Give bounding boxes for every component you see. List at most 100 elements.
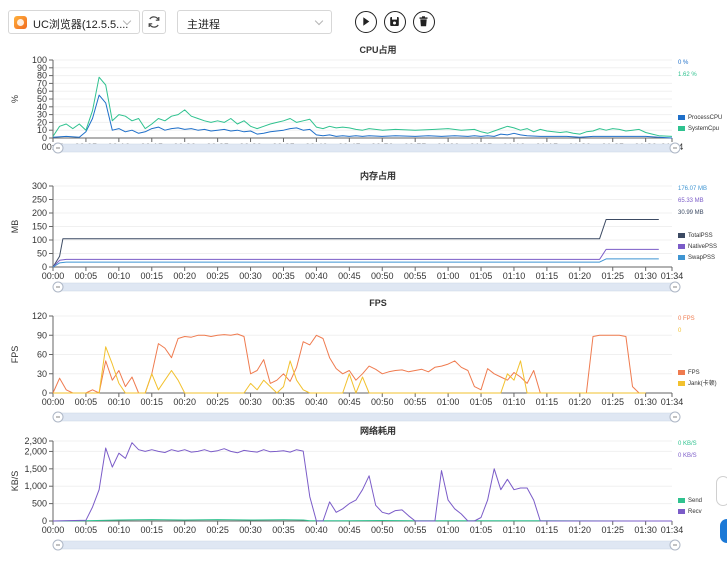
x-tick-label: 00:00 <box>42 525 65 535</box>
current-value-label: 65.33 MB <box>678 198 704 204</box>
y-tick-label: 2,000 <box>24 446 47 456</box>
y-tick-label: 60 <box>37 350 47 360</box>
x-tick-label: 01:00 <box>437 525 460 535</box>
x-tick-label: 01:05 <box>470 271 493 281</box>
legend-label: ProcessCPU <box>688 115 722 121</box>
legend-swatch <box>678 498 685 503</box>
app-select[interactable]: UC浏览器(12.5.5.... <box>8 10 140 34</box>
x-tick-label: 01:25 <box>601 271 624 281</box>
x-tick-label: 00:30 <box>239 397 262 407</box>
x-tick-label: 00:15 <box>141 525 164 535</box>
x-tick-label: 00:55 <box>404 271 427 281</box>
y-tick-label: 90 <box>37 330 47 340</box>
legend-swatch <box>678 126 685 131</box>
y-tick-label: 0 <box>42 262 47 272</box>
x-tick-label: 01:00 <box>437 271 460 281</box>
x-tick-label: 01:30 <box>634 397 657 407</box>
x-tick-label: 00:25 <box>206 271 229 281</box>
x-tick-label: 01:10 <box>503 397 526 407</box>
side-scroll-handle[interactable] <box>716 476 727 506</box>
x-tick-label: 00:00 <box>42 397 65 407</box>
x-tick-label: 01:30 <box>634 271 657 281</box>
range-slider-track <box>52 143 681 153</box>
y-tick-label: 1,500 <box>24 464 47 474</box>
x-tick-label: 00:50 <box>371 397 394 407</box>
chart-panel-0: CPU占用0102030405060708090100%00:0000:0500… <box>10 44 722 154</box>
x-tick-label: 00:35 <box>272 397 295 407</box>
series-line-1 <box>52 248 659 268</box>
chart-title: FPS <box>369 298 387 308</box>
charts-area: CPU占用0102030405060708090100%00:0000:0500… <box>10 44 722 551</box>
x-tick-label: 00:40 <box>305 525 328 535</box>
series-line-0 <box>52 94 673 139</box>
x-tick-label: 01:34 <box>661 271 684 281</box>
series-line-0 <box>52 219 659 268</box>
x-tick-label: 00:25 <box>206 397 229 407</box>
app-select-label: UC浏览器(12.5.5.... <box>33 19 129 31</box>
y-tick-label: 2,300 <box>24 436 47 446</box>
current-value-label: 176.07 MB <box>678 186 707 192</box>
x-tick-label: 00:25 <box>206 525 229 535</box>
x-tick-label: 01:15 <box>536 525 559 535</box>
chevron-down-icon <box>314 16 324 26</box>
x-tick-label: 00:50 <box>371 525 394 535</box>
x-tick-label: 01:25 <box>601 397 624 407</box>
toolbar: UC浏览器(12.5.5.... 主进程 <box>0 0 727 44</box>
save-button[interactable] <box>384 11 406 33</box>
y-tick-label: 10 <box>37 125 47 135</box>
x-tick-label: 00:05 <box>75 397 98 407</box>
y-axis-label: KB/S <box>10 471 20 492</box>
x-tick-label: 01:05 <box>470 525 493 535</box>
legend-label: SwapPSS <box>688 255 715 261</box>
x-tick-label: 00:05 <box>75 525 98 535</box>
series-line-1 <box>53 346 646 394</box>
y-tick-label: 100 <box>32 55 47 65</box>
legend-label: SystemCpu <box>688 126 719 132</box>
refresh-icon <box>148 16 160 28</box>
x-tick-label: 00:20 <box>173 525 196 535</box>
x-tick-label: 01:20 <box>569 397 592 407</box>
side-help-button[interactable] <box>720 519 727 543</box>
x-tick-label: 00:45 <box>338 525 361 535</box>
legend-swatch <box>678 381 685 386</box>
refresh-button[interactable] <box>142 10 166 34</box>
x-tick-label: 00:45 <box>338 271 361 281</box>
range-slider-track <box>52 412 681 422</box>
y-tick-label: 150 <box>32 222 47 232</box>
legend-swatch <box>678 115 685 120</box>
x-tick-label: 00:35 <box>272 525 295 535</box>
x-tick-label: 00:00 <box>42 271 65 281</box>
legend-swatch <box>678 244 685 249</box>
chart-title: 网络耗用 <box>360 425 396 436</box>
chart-title: 内存占用 <box>360 170 396 181</box>
x-tick-label: 00:55 <box>404 397 427 407</box>
range-slider-track <box>52 540 681 550</box>
current-value-label: 0 <box>678 328 682 334</box>
x-tick-label: 01:05 <box>470 397 493 407</box>
series-line-2 <box>52 258 659 268</box>
process-select[interactable]: 主进程 <box>177 10 332 34</box>
current-value-label: 0 KB/S <box>678 441 697 447</box>
y-tick-label: 0 <box>42 516 47 526</box>
clear-button[interactable] <box>413 11 435 33</box>
y-tick-label: 1,000 <box>24 481 47 491</box>
legend-label: Jank(卡顿) <box>688 379 717 387</box>
y-tick-label: 20 <box>37 117 47 127</box>
y-tick-label: 100 <box>32 235 47 245</box>
x-tick-label: 00:10 <box>108 525 131 535</box>
legend-swatch <box>678 233 685 238</box>
chart-panel-1: 内存占用 0 50 100 150 200 250 300 MB 00:00 00:05 00:10 0… <box>10 170 717 293</box>
y-tick-label: 50 <box>37 249 47 259</box>
x-tick-label: 00:50 <box>371 271 394 281</box>
trash-icon <box>419 16 428 27</box>
x-tick-label: 00:10 <box>108 271 131 281</box>
x-tick-label: 00:40 <box>305 397 328 407</box>
current-value-label: 0 FPS <box>678 316 695 322</box>
start-button[interactable] <box>355 11 377 33</box>
chart-panel-2: FPS 0 30 60 90 120 FPS 00:00 00:05 00:10 00:15 00:2… <box>10 298 717 423</box>
x-tick-label: 00:10 <box>108 397 131 407</box>
x-tick-label: 01:20 <box>569 525 592 535</box>
y-tick-label: 40 <box>37 102 47 112</box>
y-tick-label: 30 <box>37 369 47 379</box>
